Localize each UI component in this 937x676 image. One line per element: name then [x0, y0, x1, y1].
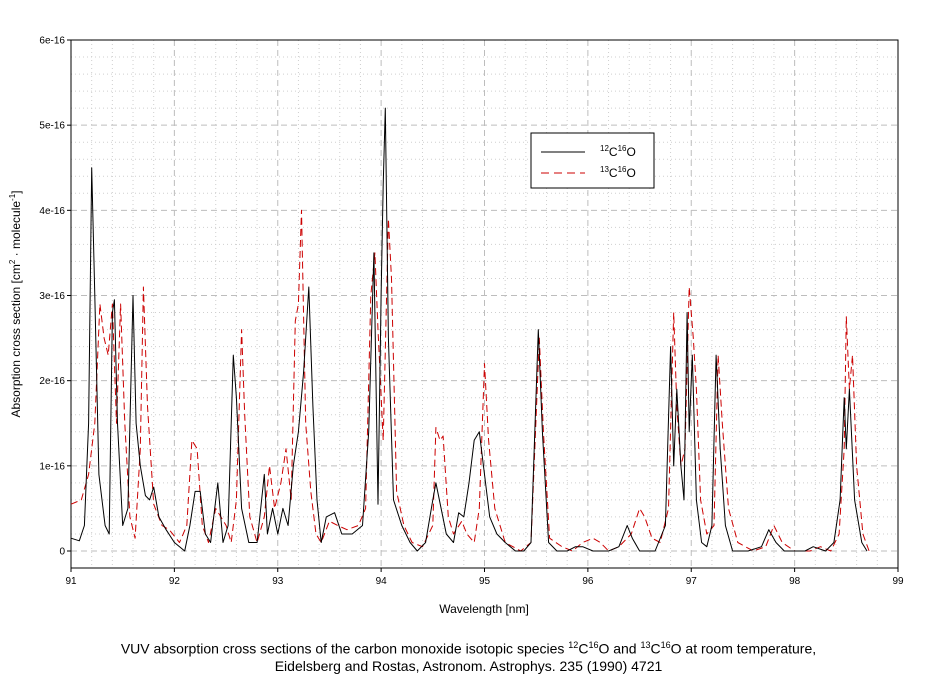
caption-and: and [609, 640, 641, 657]
x-tick-label: 91 [65, 576, 77, 587]
caption-text-a: VUV absorption cross sections of the car… [120, 640, 569, 657]
y-axis-label: Absorption cross section [cm2 · molecule… [8, 190, 23, 417]
y-axis-label-sup1: 2 [8, 259, 17, 264]
caption-line-1: VUV absorption cross sections of the car… [0, 637, 937, 658]
y-tick-label: 5e-16 [39, 121, 65, 132]
y-axis-label-mid: · molecule [9, 201, 23, 260]
x-tick-label: 96 [582, 576, 594, 587]
series-line-13C16O [70, 209, 870, 552]
legend-13-mass: 13 [600, 165, 609, 174]
x-tick-label: 97 [686, 576, 698, 587]
legend: 12C16O 13C16O [530, 132, 655, 189]
caption-text-b: at room temperature, [681, 640, 817, 657]
caption-iso1-o-elem: O [598, 640, 610, 657]
caption-iso2-o-mass: 16 [660, 640, 671, 650]
x-axis-label: Wavelength [nm] [439, 602, 529, 616]
series-line-12C16O [70, 107, 868, 552]
legend-12-mass: 12 [600, 144, 609, 153]
caption-iso2-o-elem: O [670, 640, 682, 657]
y-axis: 0 1e-16 2e-16 3e-16 4e-16 5e-16 6e-16 [39, 36, 71, 558]
legend-13-elem: C [609, 166, 618, 180]
x-tick-label: 98 [789, 576, 801, 587]
x-axis: 91 92 93 94 95 96 97 98 99 [65, 568, 904, 587]
x-tick-label: 92 [169, 576, 181, 587]
caption-iso2-elem: C [650, 640, 661, 657]
y-tick-label: 2e-16 [39, 376, 65, 387]
legend-12-o-mass: 16 [618, 144, 627, 153]
x-tick-label: 93 [272, 576, 284, 587]
y-tick-label: 4e-16 [39, 206, 65, 217]
x-tick-label: 94 [376, 576, 388, 587]
y-axis-label-suffix: ] [9, 190, 23, 193]
legend-13-o-mass: 16 [618, 165, 627, 174]
caption-line-2: Eidelsberg and Rostas, Astronom. Astroph… [274, 657, 663, 674]
y-tick-label: 6e-16 [39, 36, 65, 47]
legend-label-12C16O: 12C16O [600, 144, 636, 159]
figure-caption: VUV absorption cross sections of the car… [0, 637, 937, 675]
legend-13-o-elem: O [626, 166, 635, 180]
caption-iso1-o-mass: 16 [588, 640, 599, 650]
x-tick-label: 95 [479, 576, 491, 587]
legend-box [530, 132, 655, 189]
series-layer [70, 107, 870, 552]
y-axis-label-sup2: -1 [8, 193, 17, 201]
caption-iso1-elem: C [578, 640, 589, 657]
x-tick-label: 99 [892, 576, 904, 587]
y-tick-label: 0 [59, 547, 65, 558]
legend-12-o-elem: O [626, 145, 635, 159]
y-axis-label-prefix: Absorption cross section [cm [9, 264, 23, 417]
minor-grid [71, 40, 898, 568]
legend-12-elem: C [609, 145, 618, 159]
y-tick-label: 1e-16 [39, 461, 65, 472]
legend-label-13C16O: 13C16O [600, 165, 636, 180]
caption-iso1-mass: 12 [568, 640, 579, 650]
y-tick-label: 3e-16 [39, 291, 65, 302]
caption-iso2-mass: 13 [640, 640, 651, 650]
